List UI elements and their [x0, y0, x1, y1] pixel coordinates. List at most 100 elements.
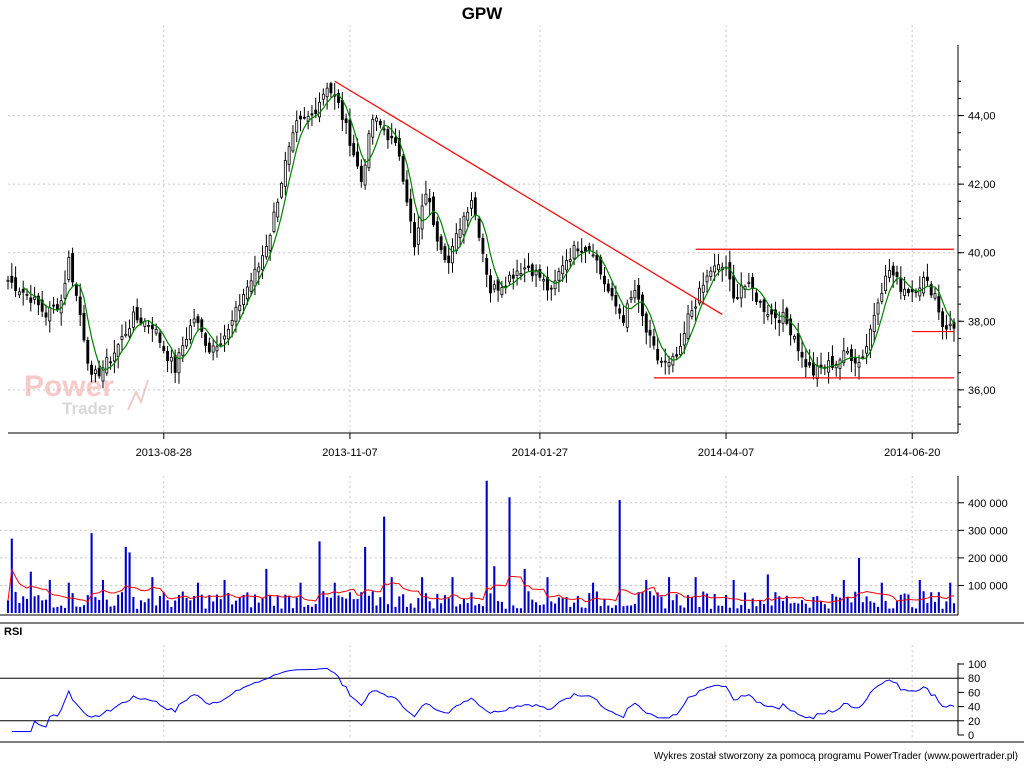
volume-y-tick-label: 300 000: [968, 525, 1008, 537]
candle-body: [648, 329, 652, 336]
candle-body: [150, 324, 154, 330]
candle-body: [219, 343, 223, 346]
candle-body: [644, 313, 648, 333]
candle-body: [652, 336, 656, 346]
candle-body: [808, 362, 812, 366]
volume-bar: [390, 577, 393, 613]
volume-bar: [808, 607, 811, 613]
candle-body: [565, 260, 568, 271]
price-x-tick-labels: 2013-08-28 2013-11-07 2014-01-27 2014-04-07…: [136, 433, 940, 459]
volume-bar: [265, 568, 268, 613]
volume-bar: [702, 591, 705, 613]
candle-body: [796, 333, 800, 352]
volume-bar: [941, 608, 944, 613]
candle-body: [903, 288, 907, 296]
candle-body: [876, 302, 880, 315]
candle-body: [618, 308, 622, 314]
volume-bar: [694, 577, 697, 613]
candle-body: [33, 296, 37, 300]
candle-body: [508, 274, 511, 283]
volume-bar: [812, 596, 815, 613]
candle-body: [549, 287, 553, 290]
volume-bar: [193, 596, 196, 613]
candle-body: [135, 307, 139, 321]
candle-body: [147, 324, 151, 327]
volume-bar: [113, 605, 116, 613]
volume-bar: [352, 599, 355, 613]
candle-body: [10, 275, 14, 283]
candle-body: [272, 211, 276, 232]
candle-body: [952, 322, 956, 329]
candle-body: [629, 297, 633, 300]
volume-bar: [546, 577, 549, 613]
rsi-line: [11, 667, 955, 732]
price-x-tick-label: 2014-04-07: [698, 447, 754, 459]
volume-bar: [588, 593, 591, 613]
candle-body: [36, 295, 40, 306]
candle-body: [603, 275, 606, 285]
candle-body: [359, 165, 363, 182]
volume-bar: [823, 604, 826, 613]
volume-bar: [136, 608, 139, 613]
volume-bar: [895, 601, 899, 613]
volume-bar: [899, 594, 902, 613]
candle-body: [690, 310, 694, 317]
candle-body: [405, 179, 409, 203]
volume-bar: [626, 605, 629, 613]
rsi-y-tick-label: 20: [968, 716, 980, 728]
candle-body: [416, 227, 420, 245]
volume-bar: [242, 594, 245, 613]
volume-bar: [573, 602, 576, 613]
price-y-tick-labels: 36,00 38,00 40,00 42,00 44,00: [958, 80, 996, 425]
volume-bar: [470, 592, 473, 613]
candle-body: [762, 299, 766, 312]
volume-bar: [770, 605, 773, 613]
candle-body: [295, 120, 299, 133]
candle-body: [667, 362, 671, 367]
candle-body: [755, 292, 758, 302]
candle-body: [868, 328, 872, 351]
volume-bar: [413, 607, 416, 613]
candle-body: [204, 333, 207, 346]
candle-body: [318, 101, 321, 118]
volume-bar: [238, 597, 241, 613]
volume-bar: [854, 591, 857, 613]
volume-bar: [880, 582, 883, 613]
volume-bar: [295, 597, 298, 613]
candle-body: [264, 246, 268, 258]
candle-body: [846, 350, 850, 354]
volume-bar: [185, 597, 188, 613]
volume-bar: [489, 593, 492, 613]
candle-body: [751, 277, 755, 289]
volume-bar: [679, 605, 682, 613]
volume-bar: [63, 607, 67, 613]
volume-bar: [447, 598, 450, 613]
volume-bar: [717, 605, 720, 613]
rsi-y-tick-label: 100: [968, 659, 986, 671]
candle-body: [705, 275, 709, 283]
rsi-grid: [163, 645, 913, 740]
volume-bar: [231, 604, 234, 613]
candle-body: [534, 269, 538, 276]
volume-bar: [253, 594, 256, 613]
candle-body: [196, 316, 200, 323]
candle-body: [344, 118, 348, 124]
candle-body: [675, 354, 679, 357]
candle-body: [451, 246, 454, 264]
candle-body: [291, 132, 295, 152]
volume-bar: [181, 591, 184, 613]
volume-bar: [402, 594, 405, 613]
candle-body: [424, 193, 428, 205]
volume-bar: [732, 579, 735, 613]
volume-bar: [800, 600, 804, 613]
volume-bar: [307, 604, 310, 613]
candle-body: [314, 109, 318, 114]
candle-body: [181, 345, 185, 356]
volume-bar: [850, 602, 853, 613]
volume-bar: [443, 595, 446, 613]
candle-body: [177, 352, 181, 374]
candle-body: [230, 319, 234, 326]
candle-body: [747, 281, 751, 284]
rsi-y-tick-label: 40: [968, 702, 980, 714]
trend-lines: [334, 80, 954, 379]
